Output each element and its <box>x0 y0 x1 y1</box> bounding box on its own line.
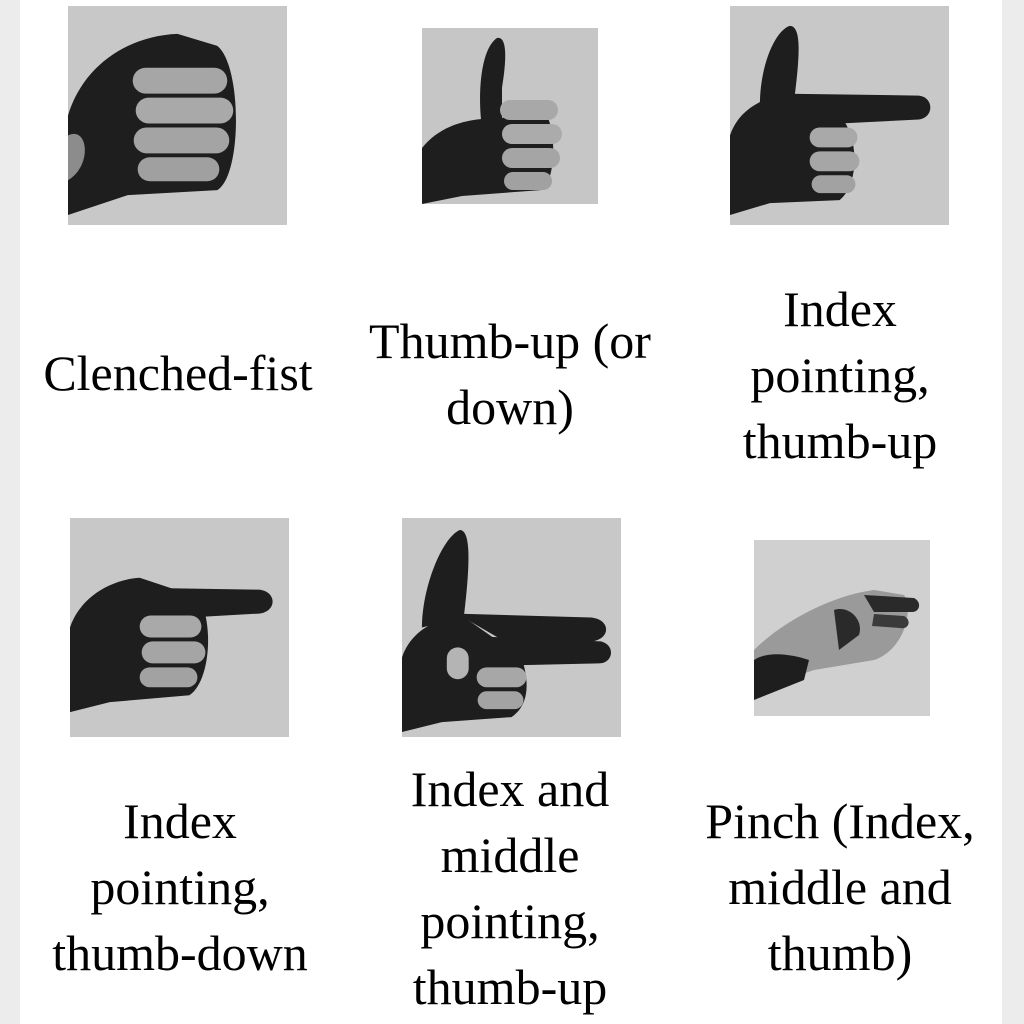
caption-line: Thumb-up (or <box>369 313 651 369</box>
caption-line: pointing, <box>420 893 600 949</box>
thumb-up-caption: Thumb-up (or down) <box>350 308 670 440</box>
gesture-figure: Clenched-fist Thumb-up (or down) Index p… <box>20 0 1002 1024</box>
caption-line: Index <box>783 281 897 337</box>
index-pointing-thumb-up-caption: Index pointing, thumb-up <box>680 276 1000 474</box>
pinch-caption: Pinch (Index, middle and thumb) <box>680 788 1000 986</box>
index-pointing-thumb-down-caption: Index pointing, thumb-down <box>20 788 340 986</box>
index-middle-pointing-thumb-up-photo <box>402 518 621 737</box>
caption-line: Index <box>123 793 237 849</box>
caption-line: pointing, <box>90 859 270 915</box>
index-pointing-thumb-up-photo <box>730 6 949 225</box>
index-pointing-thumb-down-photo <box>70 518 289 737</box>
caption-line: pointing, <box>750 347 930 403</box>
caption-line: Clenched-fist <box>43 345 313 401</box>
caption-line: thumb-up <box>412 959 608 1015</box>
caption-line: middle <box>440 827 580 883</box>
caption-line: Pinch (Index, <box>705 793 975 849</box>
caption-line: down) <box>446 379 574 435</box>
caption-line: middle and <box>728 859 952 915</box>
thumb-up-photo <box>422 28 598 204</box>
caption-line: thumb) <box>767 925 913 981</box>
clenched-fist-photo <box>68 6 287 225</box>
caption-line: Index and <box>410 761 610 817</box>
pinch-photo <box>754 540 930 716</box>
caption-line: thumb-up <box>742 413 938 469</box>
caption-line: thumb-down <box>52 925 308 981</box>
index-middle-pointing-thumb-up-caption: Index and middle pointing, thumb-up <box>350 756 670 1020</box>
clenched-fist-caption: Clenched-fist <box>28 340 328 406</box>
